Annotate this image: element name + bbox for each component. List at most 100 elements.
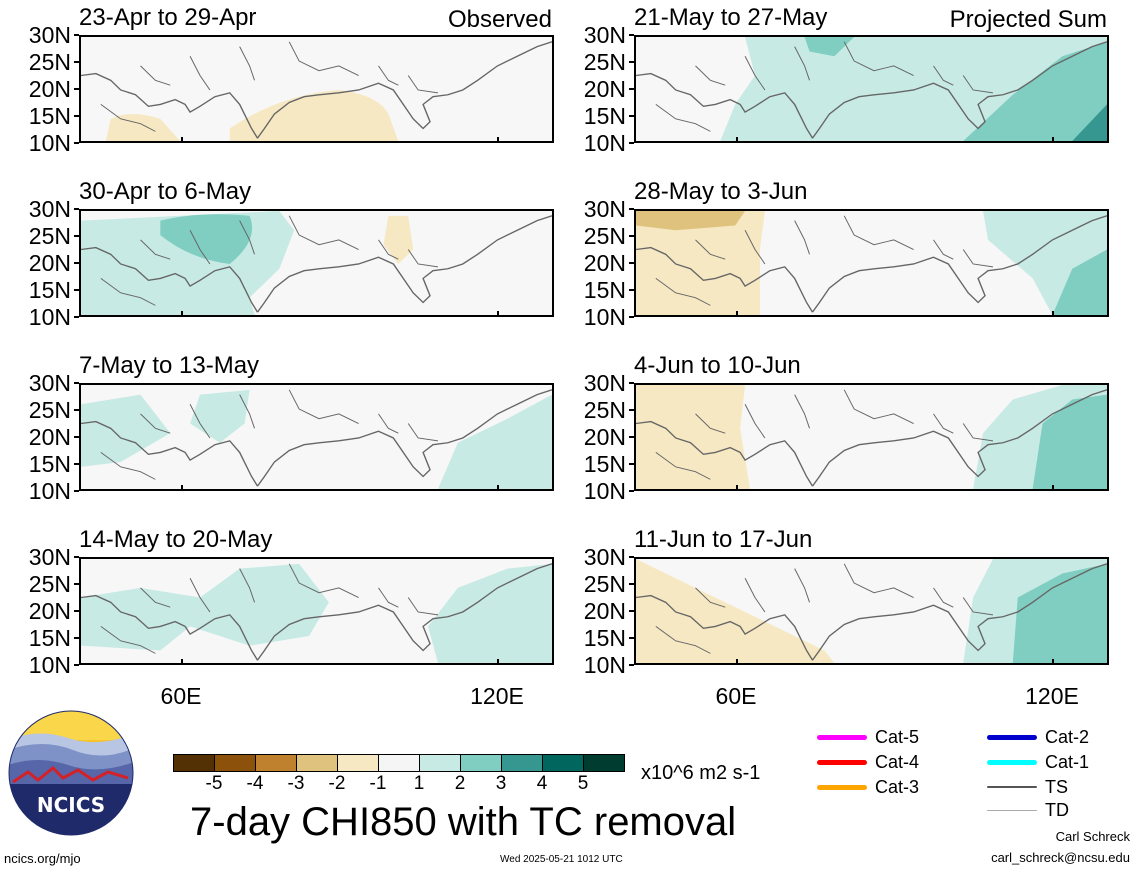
map-panel	[634, 557, 1109, 665]
colorbar-swatch	[378, 754, 420, 772]
colorbar-swatch	[501, 754, 543, 772]
y-tick-label: 20N	[28, 424, 71, 450]
y-tick-label: 15N	[583, 103, 626, 129]
y-tick-label: 25N	[28, 49, 71, 75]
colorbar-label: 5	[577, 773, 589, 794]
map-panel	[79, 383, 554, 491]
y-tick-label: 10N	[28, 652, 71, 678]
y-tick-label: 30N	[28, 22, 71, 48]
anomaly-region	[81, 563, 329, 651]
anomaly-region	[1032, 394, 1107, 489]
y-tick-label: 10N	[583, 478, 626, 504]
colorbar-swatch	[460, 754, 502, 772]
y-tick	[629, 610, 634, 612]
coastline	[636, 563, 1107, 661]
colorbar-swatch	[337, 754, 379, 772]
legend-line-td	[987, 809, 1037, 811]
colorbar-swatch	[173, 754, 215, 772]
x-tick	[1052, 137, 1054, 143]
y-tick-label: 30N	[28, 544, 71, 570]
colorbar-label: -5	[205, 773, 223, 794]
anomaly-region	[1052, 249, 1107, 315]
y-tick-label: 25N	[583, 223, 626, 249]
colorbar-label: -2	[328, 773, 346, 794]
country-borders	[100, 41, 439, 132]
y-tick-label: 20N	[583, 76, 626, 102]
y-tick	[74, 583, 79, 585]
x-tick-label: 60E	[160, 683, 202, 709]
colorbar-label: 3	[495, 773, 507, 794]
coastline	[81, 563, 552, 661]
y-tick-label: 25N	[583, 397, 626, 423]
author-email[interactable]: carl_schreck@ncsu.edu	[991, 850, 1130, 865]
map-panel	[79, 35, 554, 143]
y-tick	[629, 61, 634, 63]
y-tick	[629, 115, 634, 117]
colorbar-label: 1	[413, 773, 425, 794]
logo-text: NCICS	[37, 793, 105, 817]
legend-label: Cat-4	[875, 752, 920, 772]
y-tick	[629, 409, 634, 411]
anomaly-region	[160, 214, 253, 264]
x-tick-label: 120E	[470, 683, 524, 709]
colorbar-label: -1	[369, 773, 387, 794]
anomaly-region	[383, 215, 414, 264]
anomaly-region	[804, 37, 855, 57]
colorbar-swatch	[542, 754, 584, 772]
y-tick	[629, 142, 634, 144]
y-tick	[629, 436, 634, 438]
y-tick	[629, 235, 634, 237]
colorbar-label: -3	[287, 773, 305, 794]
colorbar-swatch	[296, 754, 338, 772]
author-name: Carl Schreck	[1055, 829, 1130, 844]
y-tick	[629, 637, 634, 639]
y-tick-label: 15N	[583, 451, 626, 477]
colorbar-label: 4	[536, 773, 548, 794]
site-link[interactable]: ncics.org/mjo	[4, 851, 81, 866]
x-tick	[1052, 485, 1054, 491]
y-tick	[629, 463, 634, 465]
y-tick-label: 20N	[583, 598, 626, 624]
legend-line-cat-3	[817, 784, 867, 790]
colorbar-label: 2	[454, 773, 466, 794]
y-tick	[74, 115, 79, 117]
legend-label: TD	[1045, 800, 1069, 820]
x-tick	[736, 137, 738, 143]
y-tick	[74, 316, 79, 318]
country-borders	[655, 41, 994, 132]
country-borders	[100, 563, 439, 654]
y-tick	[74, 463, 79, 465]
anomaly-region	[190, 389, 250, 443]
y-tick	[629, 556, 634, 558]
y-tick	[74, 142, 79, 144]
y-tick-label: 30N	[583, 544, 626, 570]
x-tick	[181, 659, 183, 665]
legend-line-cat-1	[987, 759, 1037, 765]
y-tick	[74, 61, 79, 63]
anomaly-region	[81, 394, 171, 467]
coastline	[81, 215, 552, 313]
colorbar-swatch	[419, 754, 461, 772]
panel-title: 28-May to 3-Jun	[634, 178, 808, 205]
anomaly-region	[229, 89, 399, 141]
column-header-1: Projected Sum	[949, 6, 1107, 33]
x-tick	[1052, 311, 1054, 317]
y-tick-label: 20N	[583, 424, 626, 450]
x-tick	[1052, 659, 1054, 665]
panel-title: 11-Jun to 17-Jun	[634, 526, 813, 553]
x-tick	[736, 659, 738, 665]
legend-line-cat-5	[817, 734, 867, 740]
anomaly-region	[963, 41, 1107, 141]
x-tick-label: 120E	[1025, 683, 1079, 709]
y-tick-label: 15N	[28, 625, 71, 651]
coastline	[81, 389, 552, 487]
y-tick	[629, 382, 634, 384]
anomaly-region	[636, 211, 746, 231]
y-tick	[629, 583, 634, 585]
y-tick-label: 20N	[28, 76, 71, 102]
y-tick	[629, 34, 634, 36]
legend-label: Cat-5	[875, 727, 920, 747]
panel-title: 30-Apr to 6-May	[79, 178, 252, 205]
y-tick	[74, 88, 79, 90]
y-tick	[74, 490, 79, 492]
